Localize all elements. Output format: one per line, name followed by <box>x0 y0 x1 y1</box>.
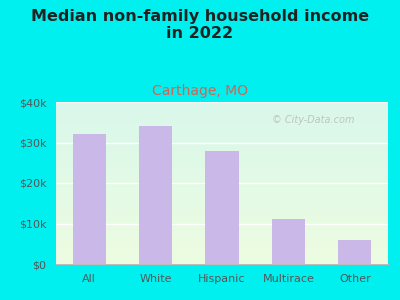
Text: Median non-family household income
in 2022: Median non-family household income in 20… <box>31 9 369 41</box>
Bar <box>272 220 305 264</box>
Text: © City-Data.com: © City-Data.com <box>272 115 354 125</box>
Bar <box>206 151 238 264</box>
Text: Carthage, MO: Carthage, MO <box>152 84 248 98</box>
Bar <box>139 126 172 264</box>
Bar <box>338 240 372 264</box>
Bar <box>73 134 106 264</box>
